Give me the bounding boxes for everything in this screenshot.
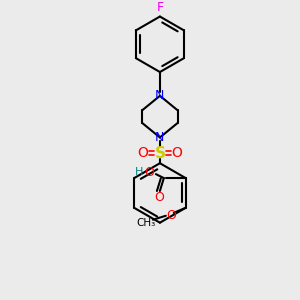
Bar bbox=[155, 149, 164, 158]
Text: S: S bbox=[154, 146, 165, 161]
Text: N: N bbox=[155, 89, 165, 102]
Text: N: N bbox=[155, 131, 165, 144]
Text: O: O bbox=[154, 191, 164, 204]
Text: O: O bbox=[171, 146, 182, 160]
Text: H: H bbox=[135, 167, 143, 177]
Text: F: F bbox=[156, 1, 164, 14]
Text: O: O bbox=[138, 146, 148, 160]
Text: O: O bbox=[166, 209, 176, 222]
Text: O: O bbox=[144, 166, 154, 178]
Text: CH₃: CH₃ bbox=[136, 218, 156, 228]
